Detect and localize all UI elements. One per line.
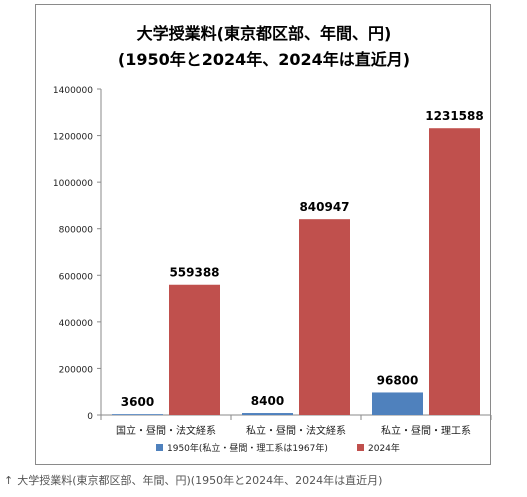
bar-chart: 大学授業料(東京都区部、年間、円) (1950年と2024年、2024年は直近月)… (53, 24, 492, 454)
bar-1950 (112, 414, 163, 415)
y-tick-label: 600000 (59, 272, 94, 282)
x-tick-label: 国立・昼間・法文経系 (116, 424, 216, 437)
data-label: 96800 (377, 373, 419, 387)
data-label: 3600 (121, 395, 154, 409)
bar-2024 (169, 284, 220, 415)
bar-2024 (429, 128, 480, 415)
y-tick-label: 0 (87, 412, 93, 422)
chart-title: 大学授業料(東京都区部、年間、円) (137, 24, 392, 43)
legend-label-2024: 2024年 (368, 442, 400, 454)
bar-1950 (372, 392, 423, 415)
data-label: 559388 (169, 266, 219, 280)
legend-swatch-2024 (357, 444, 364, 451)
caption-arrow: ↑ (4, 474, 14, 487)
y-tick-label: 1200000 (53, 133, 93, 143)
data-label: 1231588 (425, 109, 483, 123)
y-tick-label: 1400000 (53, 86, 93, 96)
y-tick-label: 800000 (59, 226, 94, 236)
chart-frame: 大学授業料(東京都区部、年間、円) (1950年と2024年、2024年は直近月)… (35, 4, 492, 465)
legend-label-1950: 1950年(私立・昼間・理工系は1967年) (167, 442, 328, 454)
bar-1950 (242, 413, 293, 415)
x-tick-label: 私立・昼間・理工系 (381, 424, 471, 437)
y-tick-label: 1000000 (53, 179, 93, 189)
y-tick-label: 200000 (59, 365, 94, 375)
x-tick-label: 私立・昼間・法文経系 (246, 424, 346, 437)
data-label: 840947 (299, 200, 349, 214)
bar-2024 (299, 219, 350, 415)
figure-caption: ↑ 大学授業料(東京都区部、年間、円)(1950年と2024年、2024年は直近月… (4, 472, 382, 488)
y-tick-label: 400000 (59, 319, 94, 329)
data-label: 8400 (251, 394, 284, 408)
chart-subtitle: (1950年と2024年、2024年は直近月) (118, 50, 410, 69)
legend-swatch-1950 (156, 444, 163, 451)
caption-text: 大学授業料(東京都区部、年間、円)(1950年と2024年、2024年は直近月) (17, 474, 383, 487)
